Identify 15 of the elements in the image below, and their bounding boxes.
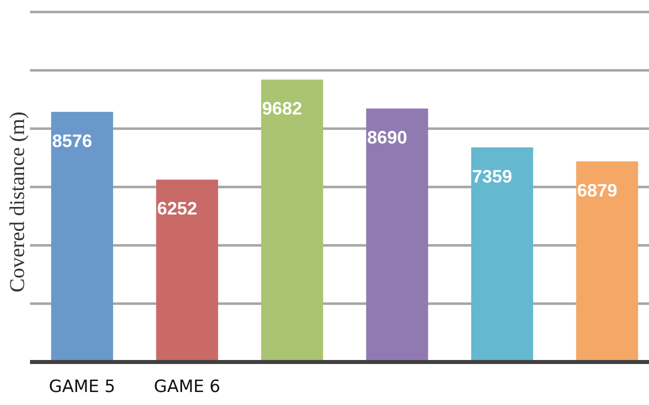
bar [576, 161, 638, 362]
bar [156, 180, 218, 362]
x-tick-label: GAME 5 [48, 377, 116, 398]
data-label: 6879 [577, 180, 618, 200]
data-label: 8690 [367, 128, 408, 148]
bar [471, 147, 534, 362]
bar [261, 80, 324, 362]
y-axis-title: Covered distance (m) [5, 112, 29, 292]
bar [51, 112, 114, 362]
data-label: 7359 [472, 166, 512, 186]
bar [366, 108, 428, 362]
x-tick-label: GAME 6 [154, 377, 220, 398]
data-label: 6252 [157, 198, 198, 219]
data-label: 9682 [262, 98, 302, 119]
data-label: 8576 [52, 130, 92, 151]
